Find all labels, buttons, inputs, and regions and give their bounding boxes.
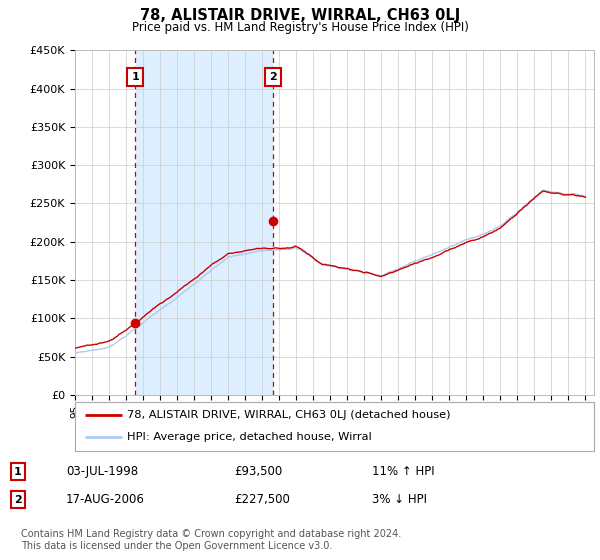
- Text: £93,500: £93,500: [234, 465, 282, 478]
- Text: 17-AUG-2006: 17-AUG-2006: [66, 493, 145, 506]
- Text: 3% ↓ HPI: 3% ↓ HPI: [372, 493, 427, 506]
- Text: 78, ALISTAIR DRIVE, WIRRAL, CH63 0LJ: 78, ALISTAIR DRIVE, WIRRAL, CH63 0LJ: [140, 8, 460, 24]
- Text: 1: 1: [14, 466, 22, 477]
- Text: £227,500: £227,500: [234, 493, 290, 506]
- Text: 2: 2: [14, 494, 22, 505]
- Text: Contains HM Land Registry data © Crown copyright and database right 2024.
This d: Contains HM Land Registry data © Crown c…: [21, 529, 401, 551]
- Text: Price paid vs. HM Land Registry's House Price Index (HPI): Price paid vs. HM Land Registry's House …: [131, 21, 469, 34]
- Text: 78, ALISTAIR DRIVE, WIRRAL, CH63 0LJ (detached house): 78, ALISTAIR DRIVE, WIRRAL, CH63 0LJ (de…: [127, 410, 451, 420]
- Text: HPI: Average price, detached house, Wirral: HPI: Average price, detached house, Wirr…: [127, 432, 371, 442]
- Text: 11% ↑ HPI: 11% ↑ HPI: [372, 465, 434, 478]
- Text: 2: 2: [269, 72, 277, 82]
- Text: 03-JUL-1998: 03-JUL-1998: [66, 465, 138, 478]
- Text: 1: 1: [131, 72, 139, 82]
